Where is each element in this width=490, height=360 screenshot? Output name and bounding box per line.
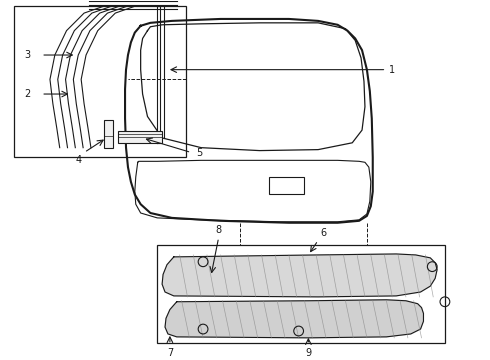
Text: 6: 6 <box>320 228 326 238</box>
Text: 9: 9 <box>305 348 312 357</box>
Bar <box>14 6 187 157</box>
Text: 8: 8 <box>216 225 222 235</box>
Text: 7: 7 <box>167 348 173 357</box>
Text: 2: 2 <box>24 89 30 99</box>
Text: 3: 3 <box>24 50 30 60</box>
Text: 1: 1 <box>390 65 395 75</box>
Bar <box>103 120 113 148</box>
Bar <box>157 245 445 343</box>
Bar <box>118 131 162 143</box>
Text: 4: 4 <box>75 156 81 166</box>
Text: 5: 5 <box>196 148 202 158</box>
Polygon shape <box>162 254 437 297</box>
Polygon shape <box>165 300 423 338</box>
Bar <box>270 177 303 194</box>
